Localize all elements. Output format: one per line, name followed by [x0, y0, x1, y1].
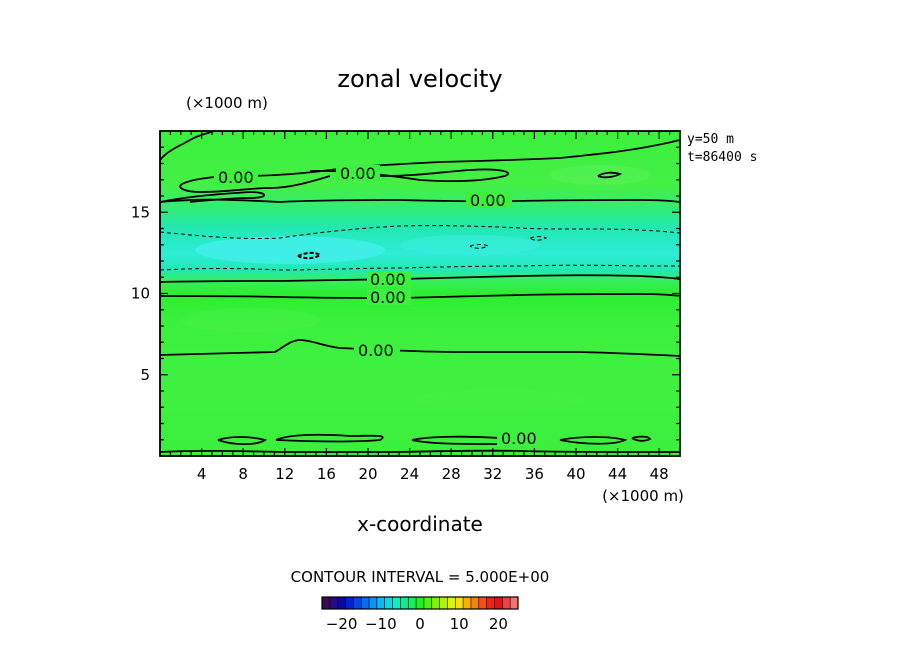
contour-label: 0.00	[218, 168, 254, 187]
info-line-t: t=86400 s	[687, 150, 757, 165]
x-tick-label: 20	[358, 465, 377, 483]
colorbar-swatch	[329, 597, 338, 609]
contour-labels: 0.00 0.00 0.00 0.00 0.00 0.00 0.00	[218, 164, 537, 448]
x-unit-label: (×1000 m)	[602, 487, 684, 505]
x-tick-label: 12	[275, 465, 294, 483]
contour-label: 0.00	[370, 270, 406, 289]
contour-label: 0.00	[358, 341, 394, 360]
colorbar-swatch	[502, 597, 511, 609]
colorbar-swatch	[455, 597, 464, 609]
x-tick-label: 40	[566, 465, 585, 483]
colorbar-swatch	[470, 597, 480, 609]
x-tick-label: 44	[608, 465, 627, 483]
y-tick-label: 5	[140, 366, 150, 384]
x-axis: 4 8 12 16 20 24 28 32 36 40 44 48	[169, 131, 671, 483]
y-axis: 5 10 15	[131, 146, 680, 441]
negative-contour-core	[297, 251, 322, 260]
colorbar-tick-label: −20	[326, 615, 358, 633]
colorbar-swatch	[361, 597, 370, 609]
colorbar-tick-label: −10	[365, 615, 397, 633]
x-tick-label: 8	[238, 465, 248, 483]
colorbar-swatch	[400, 597, 409, 609]
contour-interval: CONTOUR INTERVAL = 5.000E+00	[291, 568, 550, 586]
colorbar-tick-label: 20	[489, 615, 508, 633]
colorbar	[321, 596, 519, 610]
contour-label-bgs	[214, 165, 543, 446]
colorbar-swatch	[494, 597, 503, 609]
x-tick-label: 48	[650, 465, 669, 483]
colorbar-swatch	[431, 597, 440, 609]
x-tick-label: 24	[400, 465, 419, 483]
colorbar-swatch	[447, 597, 456, 609]
chart-title: zonal velocity	[337, 65, 502, 93]
colorbar-swatch	[369, 597, 378, 609]
x-tick-label: 28	[442, 465, 461, 483]
x-axis-title: x-coordinate	[357, 512, 483, 536]
velocity-field	[160, 131, 680, 456]
x-tick-label: 16	[317, 465, 336, 483]
colorbar-swatch	[376, 597, 386, 609]
y-unit-label: (×1000 m)	[186, 94, 268, 112]
colorbar-swatch	[337, 597, 346, 609]
contour-label: 0.00	[370, 288, 406, 307]
colorbar-swatch	[322, 597, 331, 609]
colorbar-tick-label: 10	[450, 615, 469, 633]
x-tick-label: 36	[525, 465, 544, 483]
colorbar-tick-label: 0	[415, 615, 425, 633]
negative-contours	[160, 225, 680, 271]
y-tick-label: 10	[131, 285, 150, 303]
contour-label: 0.00	[501, 429, 537, 448]
colorbar-swatch	[353, 597, 362, 609]
colorbar-swatch	[463, 597, 472, 609]
colorbar-ticks: −20 −10 0 10 20	[326, 615, 508, 633]
colorbar-swatch	[392, 597, 401, 609]
colorbar-swatch	[486, 597, 495, 609]
y-tick-label: 15	[131, 203, 150, 221]
x-tick-label: 4	[197, 465, 207, 483]
colorbar-swatch	[478, 597, 487, 609]
info-line-y: y=50 m	[687, 132, 734, 147]
colorbar-swatch	[416, 597, 425, 609]
x-tick-label: 32	[483, 465, 502, 483]
colorbar-swatch	[439, 597, 448, 609]
colorbar-swatch	[408, 597, 417, 609]
colorbar-swatch	[510, 597, 519, 609]
contour-label: 0.00	[340, 164, 376, 183]
colorbar-swatch	[423, 597, 433, 609]
contour-label: 0.00	[470, 191, 506, 210]
colorbar-frame	[321, 596, 519, 610]
colorbar-swatch	[384, 597, 393, 609]
colorbar-swatch	[345, 597, 354, 609]
